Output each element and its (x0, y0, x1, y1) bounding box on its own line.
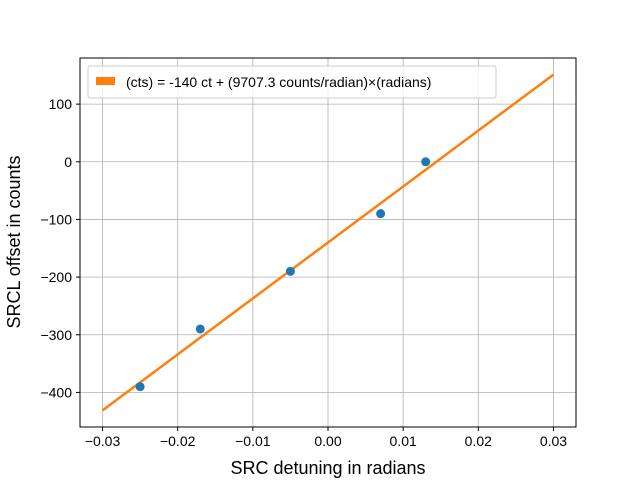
x-axis-title: SRC detuning in radians (230, 458, 425, 478)
x-tick-label: 0.00 (314, 433, 341, 449)
y-tick-label: 100 (49, 96, 73, 112)
legend-label-fit-line: (cts) = -140 ct + (9707.3 counts/radian)… (126, 74, 431, 90)
y-tick-label: −200 (40, 269, 72, 285)
x-tick-label: −0.01 (235, 433, 271, 449)
x-tick-label: 0.01 (390, 433, 417, 449)
x-tick-label: 0.03 (540, 433, 567, 449)
x-tick-label: 0.02 (465, 433, 492, 449)
x-tick-label: −0.02 (160, 433, 196, 449)
y-tick-label: 0 (64, 154, 72, 170)
y-tick-label: −400 (40, 384, 72, 400)
fit-line-layer (101, 73, 555, 412)
scatter-points (135, 157, 431, 392)
y-axis-title: SRCL offset in counts (4, 155, 24, 328)
data-point (285, 266, 295, 276)
y-tick-label: −300 (40, 327, 72, 343)
x-tick-label: −0.03 (85, 433, 121, 449)
legend: (cts) = -140 ct + (9707.3 counts/radian)… (87, 65, 497, 99)
y-tick-label: −100 (40, 211, 72, 227)
y-axis-ticks: 100 0 −100 −200 −300 −400 (40, 96, 80, 400)
x-axis-ticks: −0.03 −0.02 −0.01 0.00 0.01 0.02 0.03 (85, 427, 567, 449)
data-point (376, 209, 386, 219)
data-point (421, 157, 431, 167)
fit-line (101, 73, 555, 412)
data-point (135, 382, 145, 392)
legend-swatch-fit-line (96, 77, 115, 85)
data-point (195, 324, 205, 334)
grid (80, 58, 576, 427)
legend-frame (87, 65, 497, 99)
